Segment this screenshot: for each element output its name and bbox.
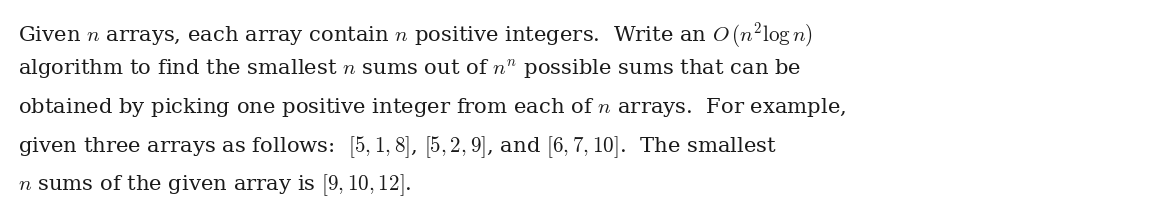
Text: $n$ sums of the given array is $[9, 10, 12]$.: $n$ sums of the given array is $[9, 10, … [18, 172, 411, 198]
Text: given three arrays as follows:  $[5, 1, 8]$, $[5, 2, 9]$, and $[6, 7, 10]$.  The: given three arrays as follows: $[5, 1, 8… [18, 134, 776, 160]
Text: obtained by picking one positive integer from each of $n$ arrays.  For example,: obtained by picking one positive integer… [18, 96, 845, 119]
Text: algorithm to find the smallest $n$ sums out of $n^n$ possible sums that can be: algorithm to find the smallest $n$ sums … [18, 58, 801, 81]
Text: Given $n$ arrays, each array contain $n$ positive integers.  Write an $O\,(n^2 \: Given $n$ arrays, each array contain $n$… [18, 20, 813, 50]
